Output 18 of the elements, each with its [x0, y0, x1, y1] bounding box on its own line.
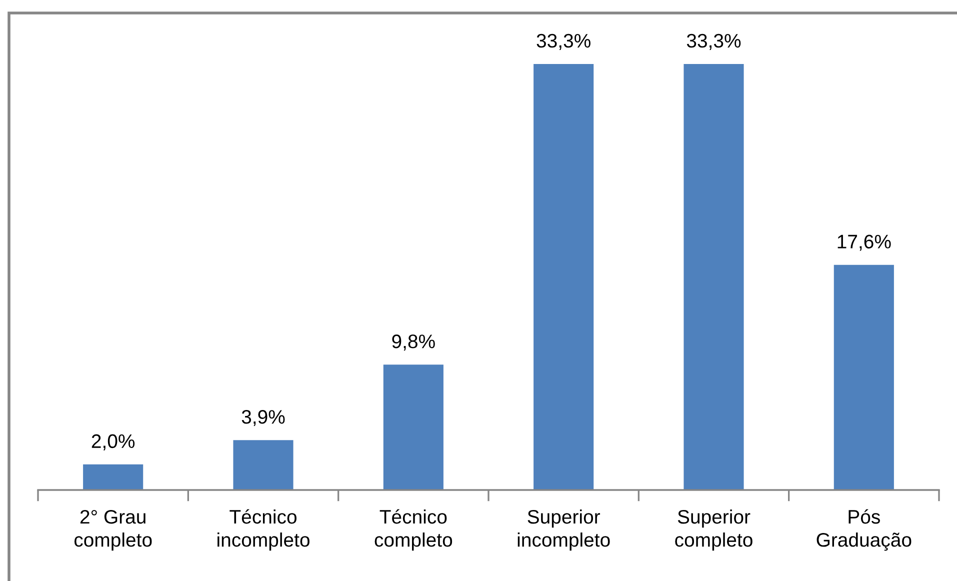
data-label: 33,3%	[536, 34, 590, 50]
bar	[383, 364, 444, 490]
bar	[83, 464, 144, 490]
data-label: 33,3%	[686, 34, 741, 50]
data-label: 2,0%	[92, 434, 135, 450]
bar	[834, 264, 894, 490]
data-label: 9,8%	[392, 334, 435, 351]
bar	[233, 440, 294, 490]
x-tick-label: Técnico completo	[374, 509, 452, 551]
bar	[684, 64, 744, 490]
x-tick-label: Superior incompleto	[518, 509, 610, 551]
data-label: 17,6%	[838, 234, 891, 251]
x-tick-label: Pós Graduação	[816, 509, 912, 551]
x-tick-label: Técnico incompleto	[218, 509, 310, 551]
bar	[534, 64, 594, 490]
data-label: 3,9%	[242, 410, 285, 426]
x-tick-label: Superior completo	[675, 509, 752, 551]
x-tick-label: 2° Grau completo	[74, 510, 152, 551]
